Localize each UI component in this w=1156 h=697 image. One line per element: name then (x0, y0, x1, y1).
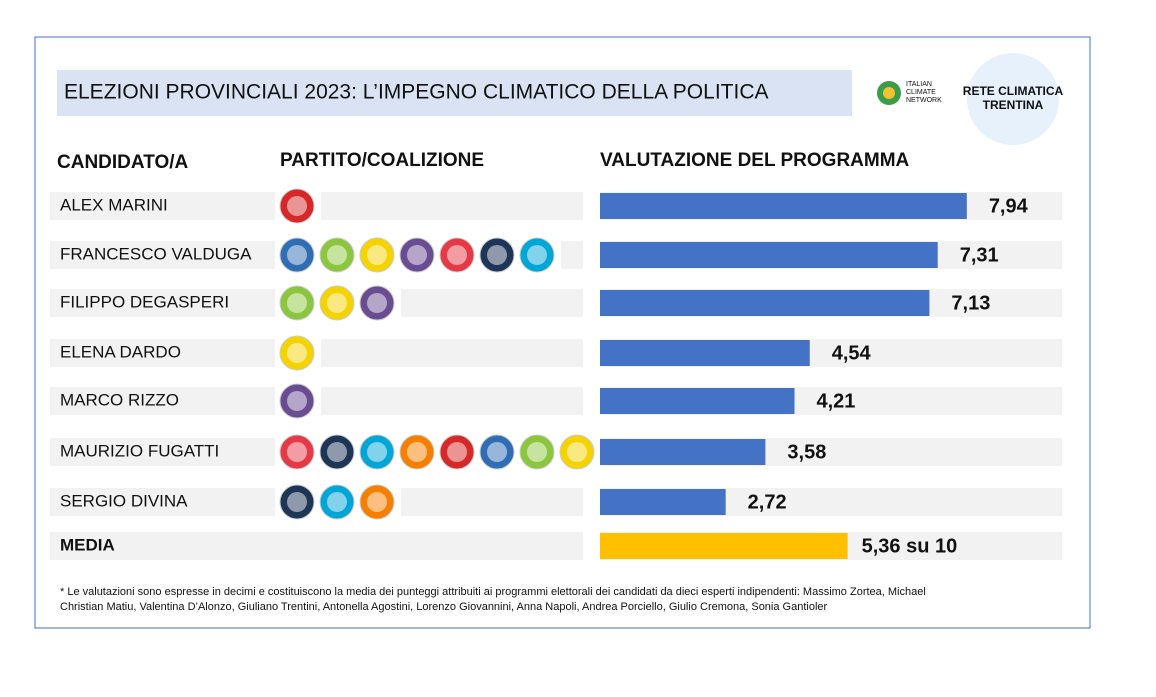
logo-text: ITALIAN (906, 81, 932, 88)
logo-text: TRENTINA (983, 98, 1044, 112)
icn-logo: ITALIAN CLIMATE NETWORK (877, 81, 942, 105)
logo-text: CLIMATE (906, 89, 936, 96)
footnote: Christian Matiu, Valentina D’Alonzo, Giu… (60, 601, 828, 613)
party-logo-inner (527, 442, 547, 462)
party-logo-inner (367, 245, 387, 265)
party-logo-inner (327, 492, 347, 512)
candidate-name: ALEX MARINI (60, 195, 168, 214)
logo-text: RETE CLIMATICA (963, 84, 1064, 98)
party-logo-inner (447, 442, 467, 462)
value-label: 7,13 (951, 292, 990, 314)
name-box (50, 532, 583, 560)
party-logo-inner (327, 293, 347, 313)
title-box (57, 70, 852, 116)
rct-logo: RETE CLIMATICA TRENTINA (963, 53, 1064, 145)
candidate-name: FRANCESCO VALDUGA (60, 244, 252, 263)
footnote: * Le valutazioni sono espresse in decimi… (60, 586, 926, 598)
candidate-name: ELENA DARDO (60, 342, 181, 361)
party-logo-inner (287, 442, 307, 462)
party-logo-inner (327, 442, 347, 462)
bar (600, 533, 848, 559)
value-label: 7,31 (960, 244, 999, 266)
party-logo-inner (487, 245, 507, 265)
candidate-name: MEDIA (60, 535, 115, 554)
bar (600, 242, 938, 268)
party-logo-inner (367, 442, 387, 462)
column-header: VALUTAZIONE DEL PROGRAMMA (600, 150, 910, 171)
column-header: PARTITO/COALIZIONE (280, 150, 484, 171)
candidate-name: MARCO RIZZO (60, 390, 179, 409)
party-logo-inner (287, 391, 307, 411)
logo-circle (967, 53, 1059, 145)
value-label: 5,36 su 10 (862, 535, 958, 557)
party-logo-inner (487, 442, 507, 462)
column-header: CANDIDATO/A (57, 152, 189, 173)
value-label: 3,58 (787, 441, 826, 463)
value-label: 7,94 (989, 195, 1029, 217)
bar (600, 388, 795, 414)
bar (600, 439, 766, 465)
party-logo-inner (287, 196, 307, 216)
bar (600, 193, 967, 219)
value-label: 4,54 (832, 342, 872, 364)
value-label: 2,72 (748, 491, 787, 513)
chart-title: ELEZIONI PROVINCIALI 2023: L’IMPEGNO CLI… (64, 81, 769, 104)
party-logo-inner (407, 245, 427, 265)
bar (600, 489, 726, 515)
candidate-name: MAURIZIO FUGATTI (60, 441, 219, 460)
candidate-name: FILIPPO DEGASPERI (60, 292, 229, 311)
party-logo-inner (447, 245, 467, 265)
party-logo-inner (287, 492, 307, 512)
candidate-name: SERGIO DIVINA (60, 491, 188, 510)
party-logo-inner (407, 442, 427, 462)
party-logo-inner (287, 245, 307, 265)
party-logo-inner (287, 343, 307, 363)
value-label: 4,21 (817, 390, 856, 412)
party-logo-inner (367, 293, 387, 313)
party-logo-inner (327, 245, 347, 265)
frame (34, 36, 1091, 629)
bar (600, 340, 810, 366)
logo-text: NETWORK (906, 97, 942, 104)
logo-icon (883, 87, 895, 99)
bar (600, 290, 930, 316)
party-logo-inner (527, 245, 547, 265)
party-logo-inner (287, 293, 307, 313)
party-logo-inner (367, 492, 387, 512)
party-logo-inner (567, 442, 587, 462)
